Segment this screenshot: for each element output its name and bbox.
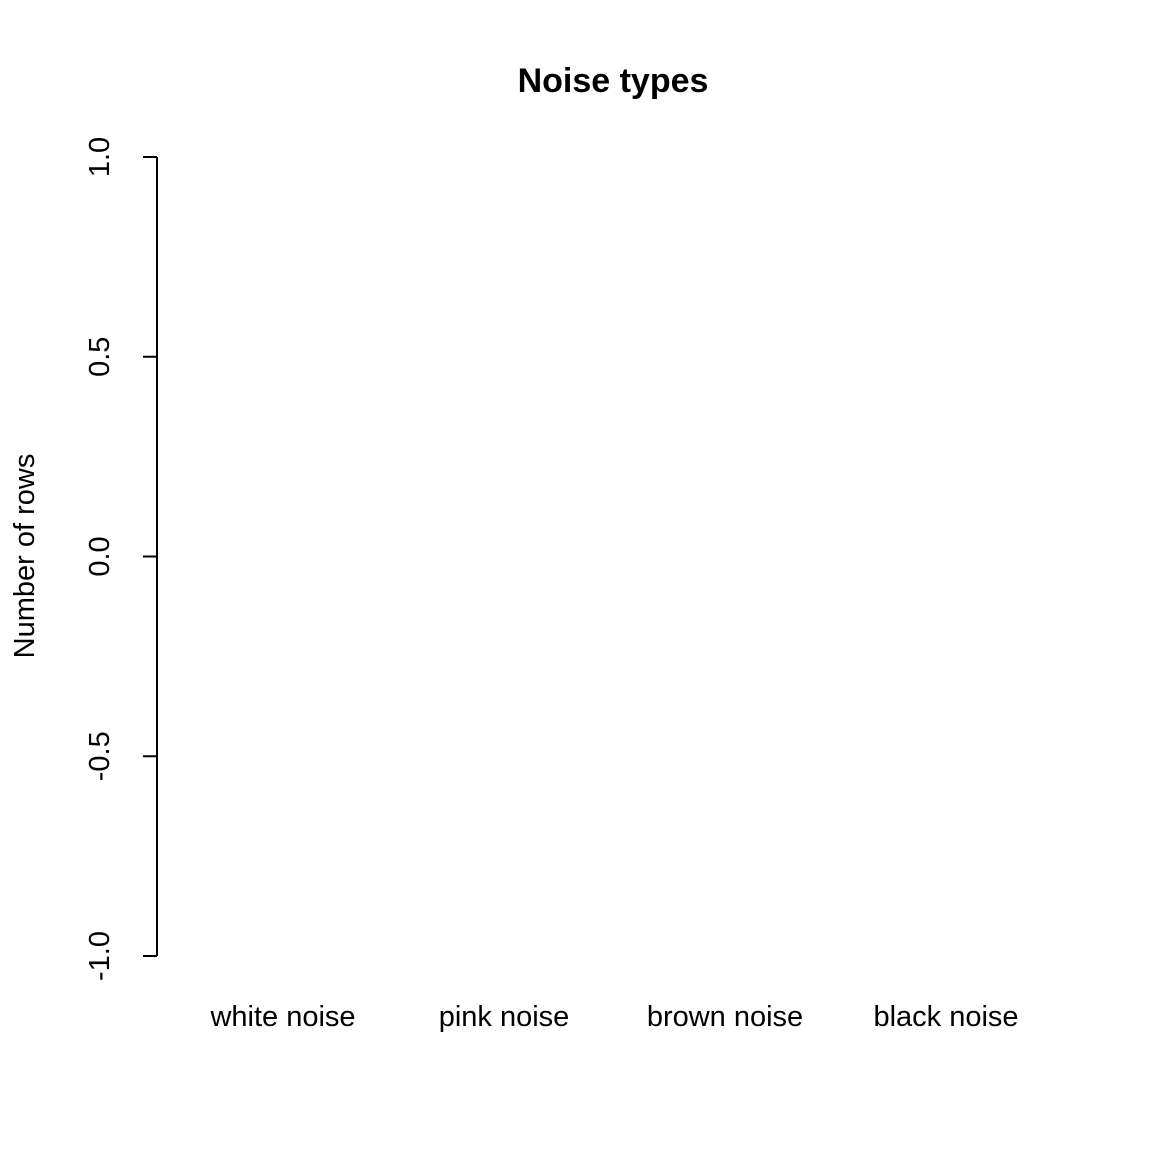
x-tick-label: black noise <box>873 1001 1018 1033</box>
y-axis-label: Number of rows <box>9 454 41 659</box>
y-axis: -1.0 -0.5 0.0 0.5 1.0 <box>84 137 158 981</box>
x-tick-label: pink noise <box>439 1001 570 1033</box>
y-tick-label: 1.0 <box>84 137 116 177</box>
chart-title: Noise types <box>518 62 709 100</box>
x-axis-labels: white noise pink noise brown noise black no… <box>209 1001 1018 1033</box>
y-tick-label: 0.5 <box>84 337 116 377</box>
x-tick-label: white noise <box>209 1001 355 1033</box>
y-tick-label: -1.0 <box>84 931 116 981</box>
y-tick-label: 0.0 <box>84 536 116 576</box>
x-tick-label: brown noise <box>647 1001 803 1033</box>
y-tick-label: -0.5 <box>84 731 116 781</box>
